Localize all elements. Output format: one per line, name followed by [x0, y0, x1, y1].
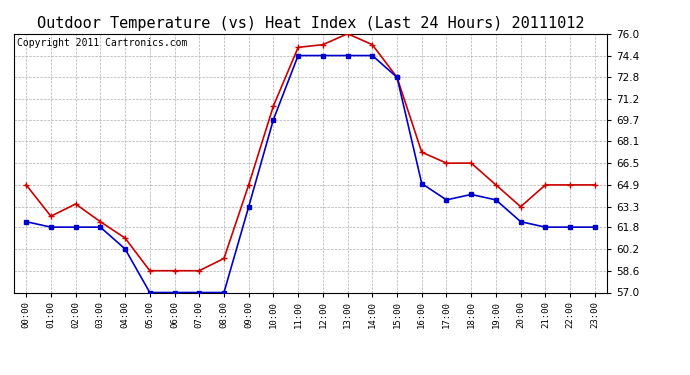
Title: Outdoor Temperature (vs) Heat Index (Last 24 Hours) 20111012: Outdoor Temperature (vs) Heat Index (Las…: [37, 16, 584, 31]
Text: Copyright 2011 Cartronics.com: Copyright 2011 Cartronics.com: [17, 38, 187, 48]
